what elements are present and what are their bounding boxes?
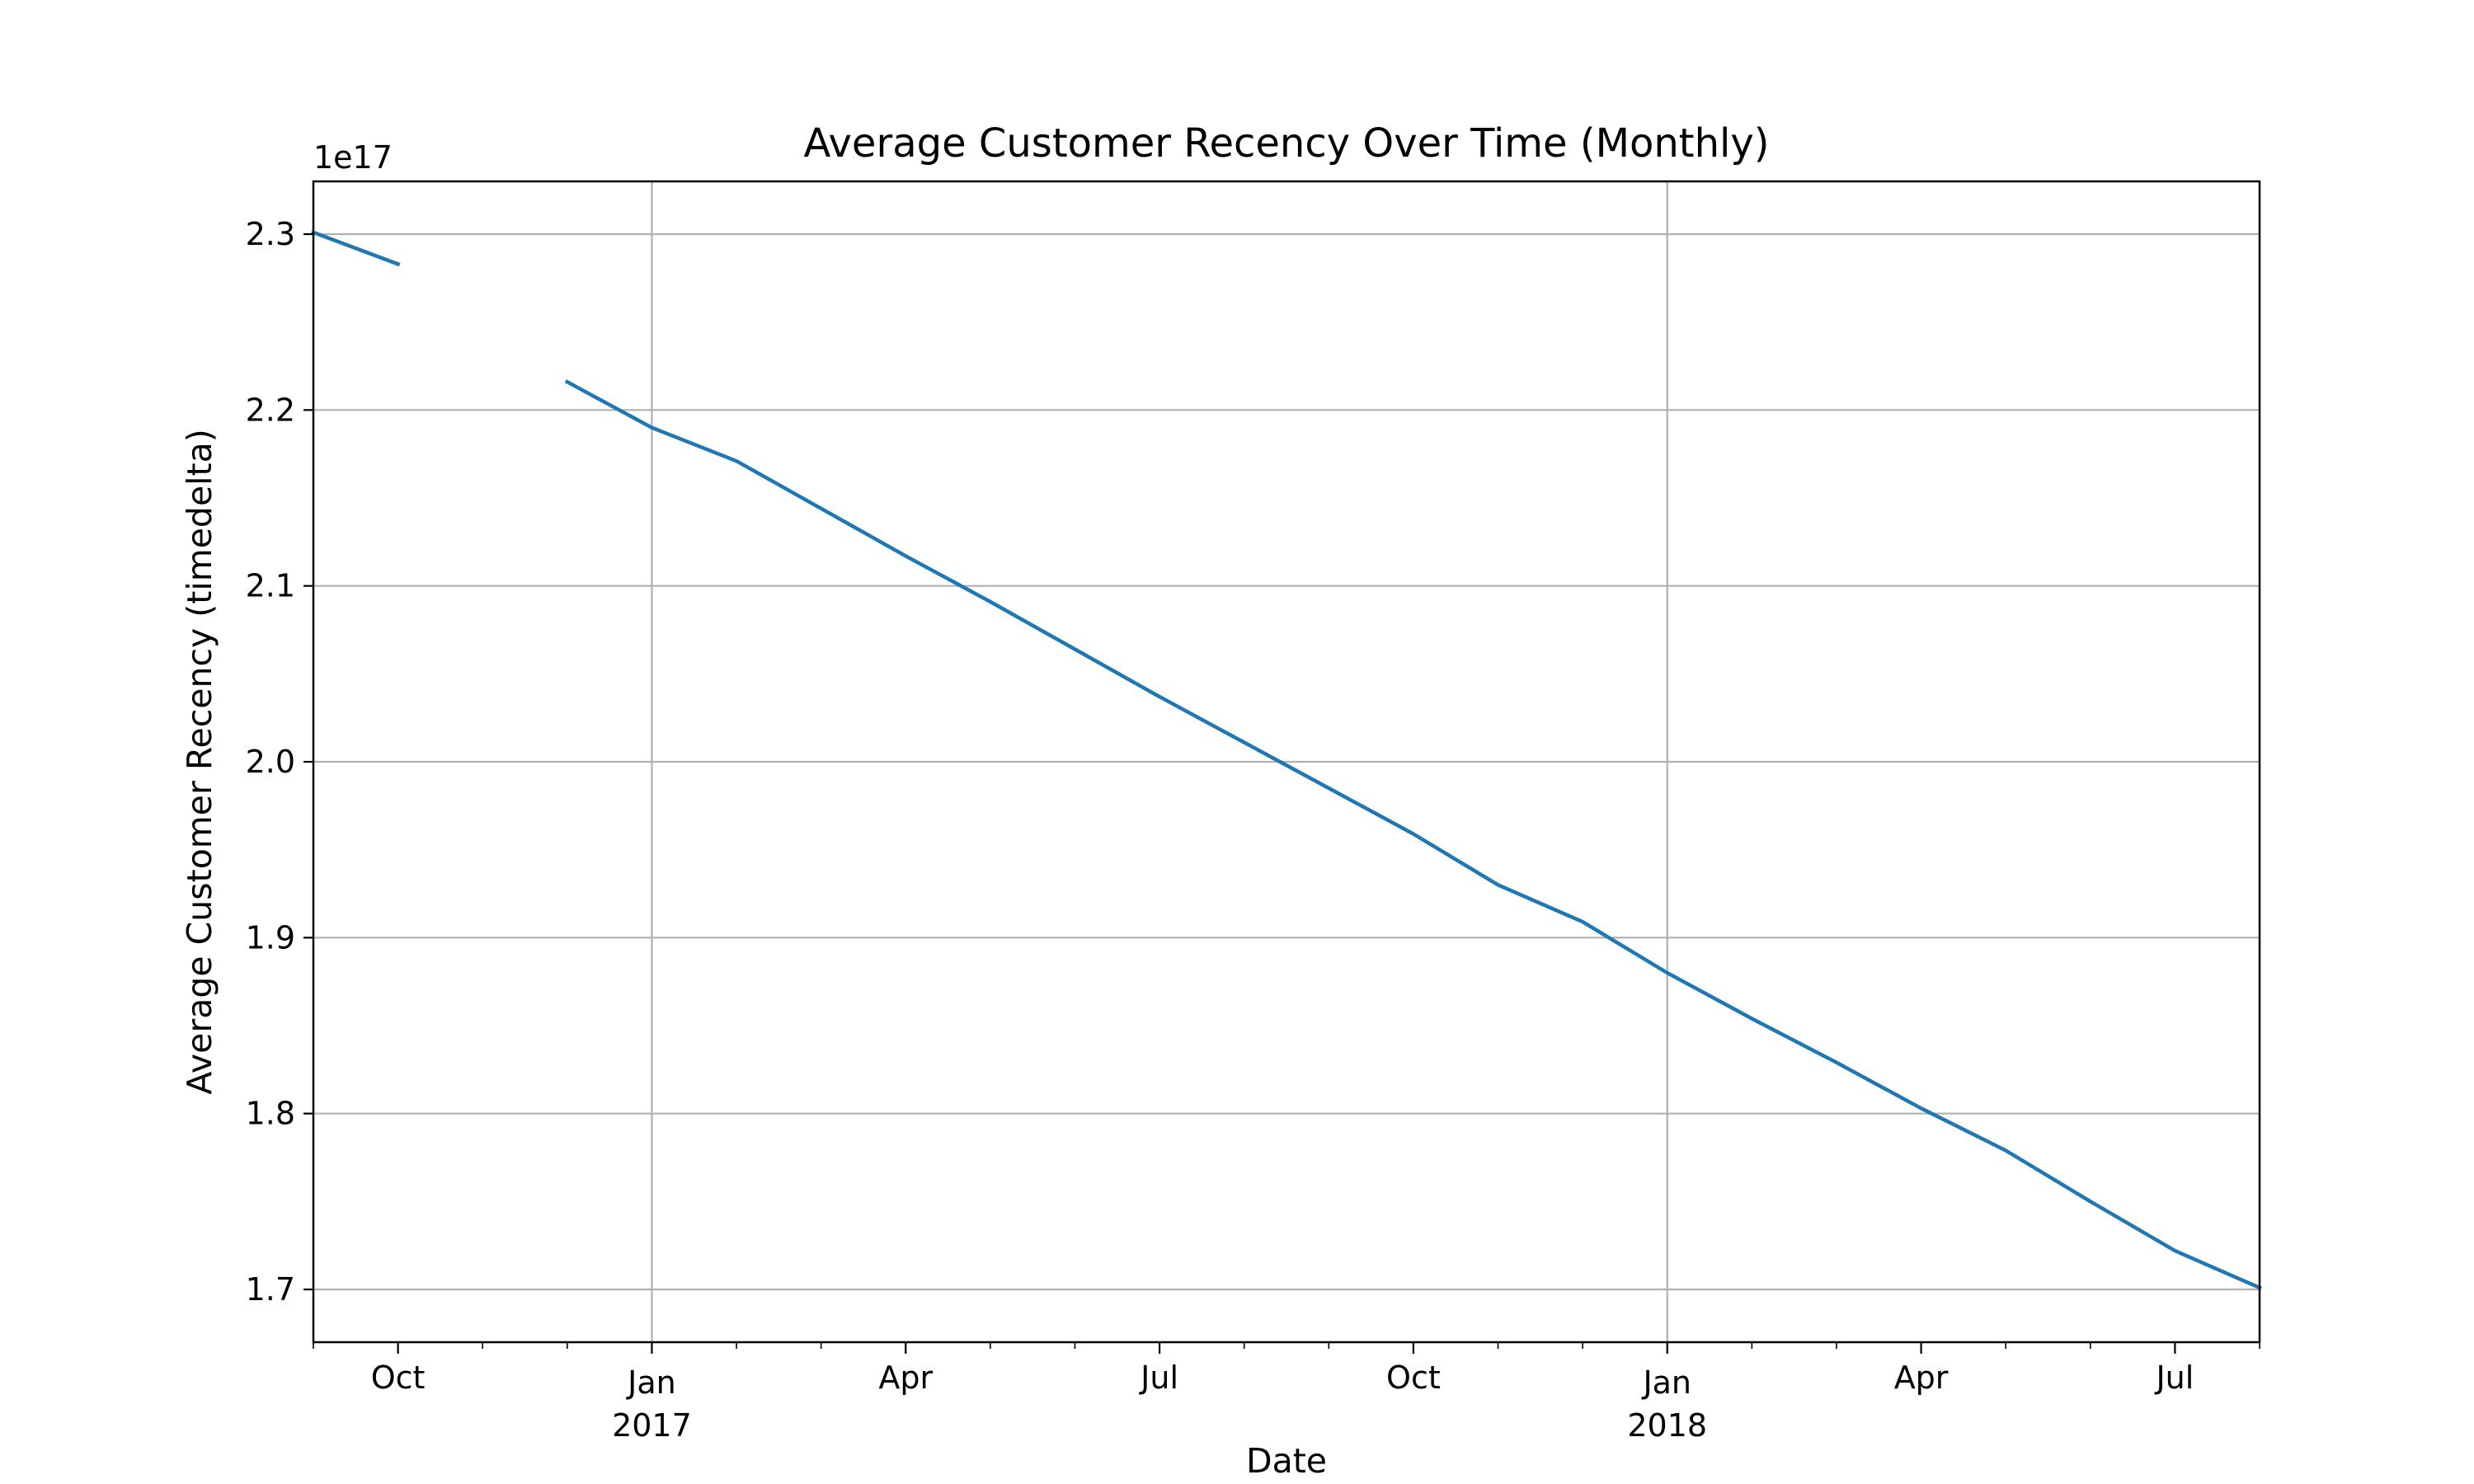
- x-tick-label: Oct: [371, 1360, 426, 1396]
- x-tick-year-label: 2017: [612, 1407, 692, 1444]
- x-tick-label: Apr: [878, 1360, 933, 1396]
- y-tick-label: 2.2: [246, 392, 295, 428]
- x-tick-label: Jan: [1641, 1364, 1691, 1401]
- x-axis-label: Date: [1246, 1441, 1327, 1481]
- chart-title: Average Customer Recency Over Time (Mont…: [804, 120, 1770, 167]
- y-tick-label: 2.0: [246, 744, 295, 780]
- axis-ticks: 1.7 1.8 1.9 2.0 2.1 2.2 2.3 Oct Jan 2017 Apr Jul Oct…: [246, 216, 2260, 1444]
- series-line-segment: [311, 230, 401, 267]
- y-tick-label: 2.3: [246, 216, 295, 252]
- x-tick-label: Apr: [1894, 1360, 1949, 1396]
- series-line-segment: [564, 379, 2262, 1290]
- grid: [313, 181, 2260, 1342]
- x-tick-label: Oct: [1386, 1360, 1441, 1396]
- series-line: [311, 230, 2262, 1290]
- y-axis-label: Average Customer Recency (timedelta): [180, 429, 219, 1095]
- y-tick-label: 1.8: [246, 1096, 295, 1132]
- x-tick-label: Jul: [2154, 1360, 2194, 1396]
- x-tick-label: Jul: [1139, 1360, 1178, 1396]
- x-tick-label: Jan: [626, 1364, 676, 1401]
- y-tick-label: 2.1: [246, 568, 295, 604]
- y-offset-label: 1e17: [313, 139, 393, 176]
- y-tick-label: 1.7: [246, 1271, 295, 1308]
- x-tick-year-label: 2018: [1627, 1407, 1707, 1444]
- y-tick-label: 1.9: [246, 919, 295, 956]
